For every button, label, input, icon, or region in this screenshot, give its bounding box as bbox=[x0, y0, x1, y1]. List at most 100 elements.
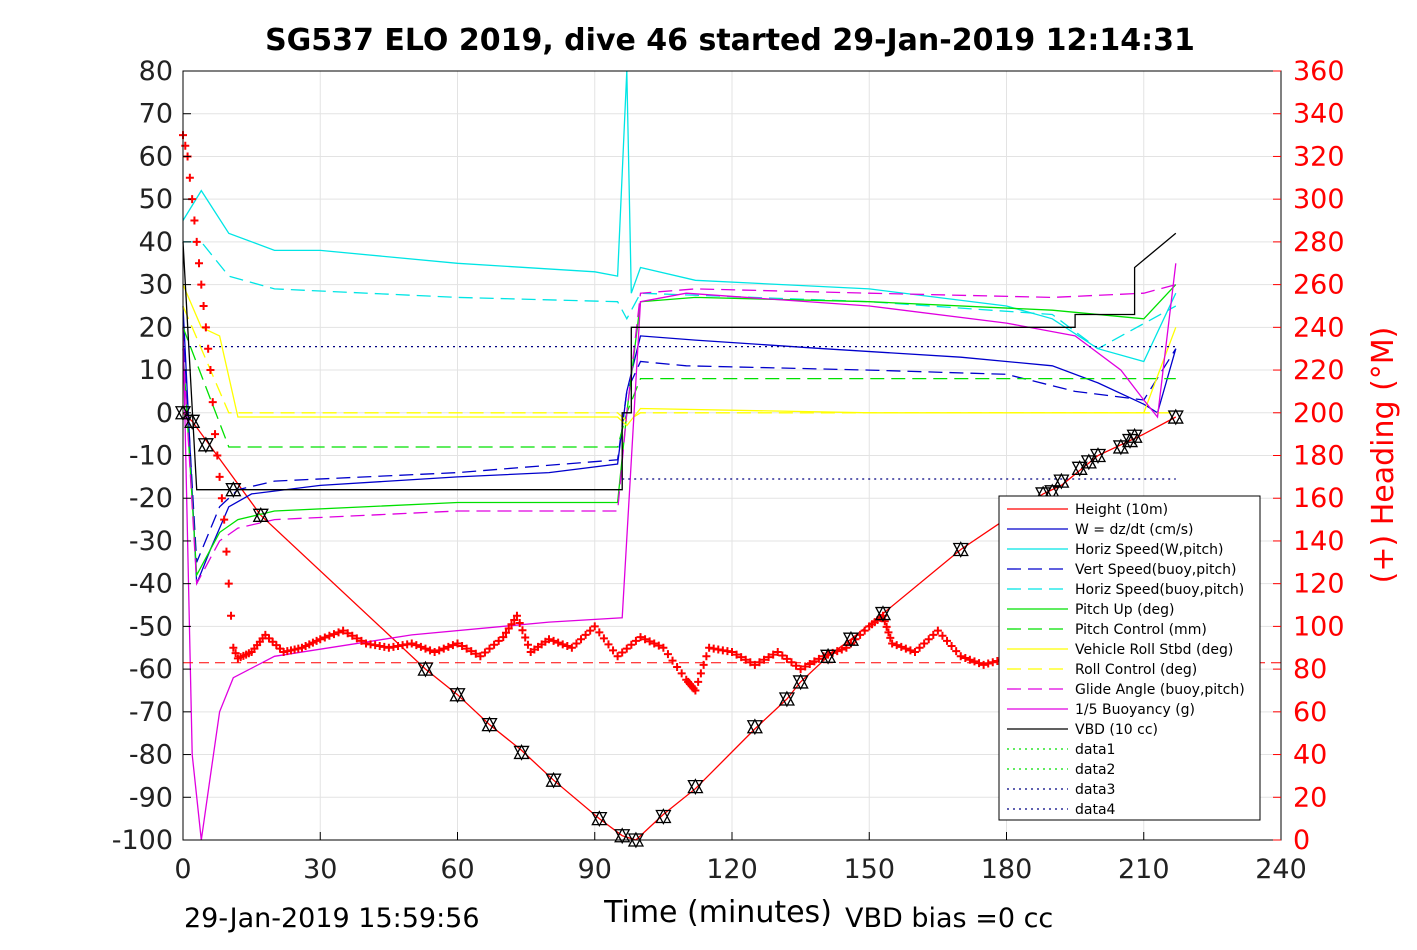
x-tick-label: 150 bbox=[843, 854, 895, 885]
y-tick-label: 10 bbox=[139, 355, 173, 386]
heading-point bbox=[458, 642, 467, 651]
heading-point bbox=[435, 646, 444, 655]
heading-point bbox=[412, 641, 421, 650]
heading-point bbox=[645, 637, 654, 646]
heading-point bbox=[650, 639, 659, 648]
depth-marker bbox=[687, 778, 704, 795]
heading-point bbox=[901, 644, 910, 653]
x-tick-label: 30 bbox=[303, 854, 337, 885]
y2-tick-label: 180 bbox=[1293, 441, 1345, 472]
depth-marker bbox=[746, 718, 763, 736]
y-tick-label: -10 bbox=[129, 441, 173, 472]
heading-point bbox=[886, 633, 895, 642]
depth-marker bbox=[417, 660, 434, 678]
heading-point bbox=[329, 630, 338, 639]
footer-vbd-bias: VBD bias =0 cc bbox=[845, 903, 1053, 934]
y2-tick-label: 0 bbox=[1293, 825, 1310, 856]
y2-tick-label: 300 bbox=[1293, 184, 1345, 215]
legend-label: W = dz/dt (cm/s) bbox=[1075, 522, 1194, 538]
heading-point bbox=[512, 611, 521, 620]
heading-point bbox=[984, 659, 993, 668]
depth-marker bbox=[252, 506, 269, 524]
depth-marker bbox=[545, 771, 562, 789]
y2-tick-label: 220 bbox=[1293, 355, 1345, 386]
heading-point bbox=[549, 636, 558, 645]
y2-axis-label: (+) Heading (°M) bbox=[1366, 327, 1401, 584]
depth-marker bbox=[874, 605, 892, 622]
depth-marker bbox=[1126, 427, 1143, 445]
depth-marker bbox=[778, 690, 795, 708]
legend-label: data2 bbox=[1075, 762, 1115, 778]
y2-tick-label: 200 bbox=[1293, 398, 1345, 429]
heading-point bbox=[206, 366, 215, 375]
y-tick-label: -100 bbox=[112, 825, 173, 856]
heading-point bbox=[554, 638, 563, 647]
y2-tick-label: 100 bbox=[1293, 611, 1345, 642]
heading-point bbox=[499, 633, 508, 642]
heading-point bbox=[448, 641, 457, 650]
heading-point bbox=[348, 631, 357, 640]
depth-marker bbox=[819, 647, 837, 665]
heading-point bbox=[911, 648, 919, 657]
depth-marker bbox=[792, 673, 809, 691]
heading-point bbox=[801, 662, 810, 671]
legend-label: Vert Speed(buoy,pitch) bbox=[1075, 562, 1237, 578]
y2-tick-label: 360 bbox=[1293, 56, 1345, 87]
heading-markers bbox=[179, 131, 1178, 695]
heading-point bbox=[975, 659, 984, 668]
heading-point bbox=[699, 660, 708, 669]
heading-point bbox=[480, 648, 489, 657]
heading-point bbox=[439, 644, 448, 653]
heading-point bbox=[192, 237, 201, 246]
heading-point bbox=[837, 645, 846, 654]
legend-label: Pitch Control (mm) bbox=[1075, 622, 1207, 638]
heading-point bbox=[195, 259, 204, 268]
y-tick-label: 30 bbox=[139, 270, 173, 301]
heading-point bbox=[728, 648, 736, 657]
heading-point bbox=[485, 644, 494, 653]
heading-point bbox=[430, 648, 439, 657]
heading-point bbox=[929, 630, 938, 639]
legend-label: Pitch Up (deg) bbox=[1075, 602, 1174, 618]
heading-point bbox=[416, 642, 425, 651]
heading-point bbox=[659, 643, 668, 652]
heading-point bbox=[199, 301, 208, 310]
depth-marker bbox=[225, 481, 242, 499]
heading-point bbox=[622, 644, 631, 653]
depth-marker bbox=[449, 686, 466, 704]
heading-point bbox=[595, 628, 604, 637]
heading-point bbox=[229, 643, 238, 652]
heading-point bbox=[947, 642, 956, 651]
heading-point bbox=[965, 655, 974, 664]
legend-label: Horiz Speed(buoy,pitch) bbox=[1075, 582, 1244, 598]
y2-ticks: 3603403203002802602402202001801601401201… bbox=[1273, 56, 1345, 856]
footer-timestamp: 29-Jan-2019 15:59:56 bbox=[184, 903, 480, 934]
y2-tick-label: 40 bbox=[1293, 740, 1327, 771]
heading-point bbox=[421, 644, 430, 653]
heading-point bbox=[567, 643, 576, 652]
heading-point bbox=[357, 636, 366, 645]
heading-point bbox=[467, 647, 476, 656]
heading-point bbox=[494, 636, 503, 645]
depth-marker bbox=[952, 541, 969, 558]
heading-point bbox=[943, 636, 952, 645]
legend-label: 1/5 Buoyancy (g) bbox=[1075, 702, 1195, 718]
heading-point bbox=[897, 642, 906, 651]
legend-label: Height (10m) bbox=[1075, 502, 1168, 518]
series-horiz-speed-w-pitch- bbox=[182, 70, 1177, 363]
heading-point bbox=[691, 686, 700, 695]
heading-point bbox=[654, 641, 663, 650]
y2-tick-label: 120 bbox=[1293, 569, 1345, 600]
y-ticks: 80 70 60 50 40 30 20 10 0 -10 -20 -30 -40 -50 -60 -70 -8… bbox=[112, 56, 191, 856]
chart-title: SG537 ELO 2019, dive 46 started 29-Jan-2… bbox=[265, 23, 1195, 58]
heading-point bbox=[563, 642, 572, 651]
depth-marker bbox=[591, 810, 608, 828]
y-tick-label: -90 bbox=[129, 782, 173, 813]
legend: Height (10m) W = dz/dt (cm/s) Horiz Speed(… bbox=[998, 495, 1261, 821]
heading-point bbox=[211, 430, 220, 439]
legend-label: Glide Angle (buoy,pitch) bbox=[1075, 682, 1245, 698]
series-horiz-speed-buoy-pitch- bbox=[183, 241, 1177, 350]
heading-point bbox=[782, 654, 791, 663]
legend-label: data4 bbox=[1075, 802, 1116, 818]
